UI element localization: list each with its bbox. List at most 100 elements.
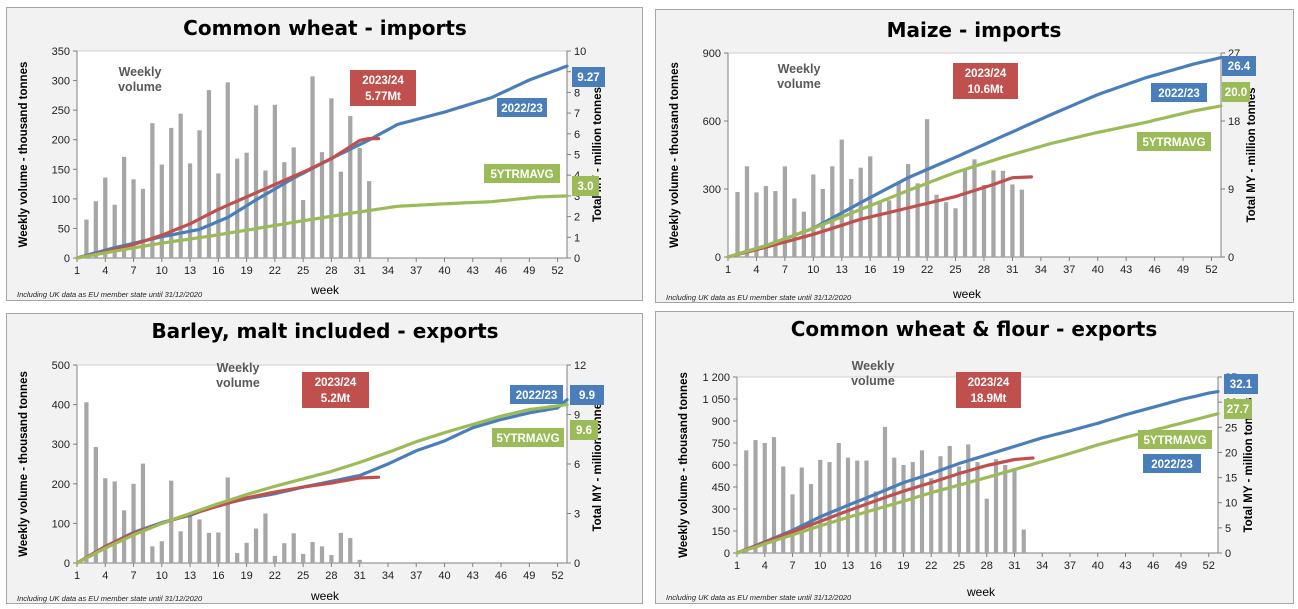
weekly-volume-bar [216, 173, 221, 258]
y-left-tick-label: 900 [712, 416, 730, 428]
weekly-volume-bar [225, 82, 230, 259]
weekly-volume-bar [291, 533, 296, 563]
weekly-volume-label: volume [851, 374, 895, 388]
weekly-volume-bar [244, 542, 249, 563]
x-tick-label: 16 [212, 570, 224, 582]
y-axis-label-left: Weekly volume - thousand tonnes [678, 372, 690, 558]
weekly-volume-bar [744, 166, 750, 257]
weekly-volume-bar [799, 467, 804, 553]
x-tick-label: 52 [551, 570, 563, 582]
weekly-volume-bar [348, 538, 353, 563]
series-label-box-s2022 [510, 385, 563, 404]
y-axis-label-left: Weekly volume - thousand tonnes [669, 62, 681, 248]
chart-title: Barley, malt included - exports [151, 319, 498, 343]
x-tick-label: 37 [410, 570, 422, 582]
weekly-volume-bar [197, 519, 202, 563]
y-right-tick-label: 1 [574, 232, 580, 244]
weekly-volume-bar [319, 546, 325, 563]
weekly-volume-bar [754, 192, 759, 257]
weekly-volume-bar [235, 553, 240, 563]
y-left-tick-label: 150 [712, 526, 730, 538]
y-left-tick-label: 600 [712, 460, 730, 472]
weekly-volume-bar [131, 483, 136, 563]
current-year-label: 2023/24 [965, 68, 1007, 80]
y-right-tick-label: 0 [574, 253, 580, 265]
x-tick-label: 7 [782, 264, 788, 276]
weekly-volume-bar [291, 147, 296, 258]
weekly-volume-bar [938, 456, 943, 553]
y-left-tick-label: 150 [52, 164, 70, 176]
y-left-tick-label: 500 [52, 360, 70, 372]
current-year-label-box [302, 372, 369, 408]
weekly-volume-bar [150, 546, 155, 563]
weekly-volume-bar [762, 443, 767, 553]
x-tick-label: 28 [981, 560, 993, 572]
x-axis-label: week [310, 283, 340, 297]
y-left-tick-label: 100 [52, 194, 70, 206]
y-right-tick-label: 25 [1225, 422, 1237, 434]
y-right-tick-label: 8 [574, 87, 580, 99]
weekly-volume-bar [836, 443, 841, 553]
weekly-volume-bar [975, 462, 980, 553]
x-tick-label: 13 [184, 265, 196, 277]
weekly-volume-bar [159, 164, 164, 258]
chart-common-wheat-flour-exports: Common wheat & flour - exports0150300450… [666, 317, 1258, 602]
y-left-tick-label: 0 [64, 558, 70, 570]
weekly-volume-label: Weekly [778, 62, 821, 76]
x-tick-label: 19 [240, 570, 252, 582]
x-tick-label: 37 [1063, 264, 1075, 276]
weekly-volume-bar [187, 514, 193, 563]
weekly-volume-bar [1019, 189, 1025, 257]
weekly-volume-bar [924, 119, 930, 257]
x-tick-label: 34 [1036, 560, 1048, 572]
x-tick-label: 43 [467, 570, 479, 582]
y-left-tick-label: 300 [703, 184, 721, 196]
weekly-volume-bar [253, 105, 259, 258]
end-value-s2022: 32.1 [1230, 379, 1253, 391]
series-label-box-s2022 [497, 98, 547, 117]
x-axis-label: week [966, 585, 996, 599]
x-tick-label: 16 [212, 265, 224, 277]
x-tick-label: 46 [495, 570, 507, 582]
x-tick-label: 52 [1203, 560, 1215, 572]
weekly-volume-bar [915, 183, 920, 257]
weekly-volume-bar [773, 191, 778, 257]
end-value-s2022: 26.4 [1228, 61, 1251, 73]
weekly-volume-bar [301, 200, 306, 258]
y-axis-label-right: Total MY - million tonnes [1243, 397, 1255, 532]
x-tick-label: 28 [325, 265, 337, 277]
weekly-volume-bar [858, 167, 863, 257]
weekly-volume-bar [93, 201, 98, 258]
weekly-volume-bar [112, 481, 117, 563]
series-label-box-s5y [484, 164, 560, 183]
x-tick-label: 34 [1035, 264, 1047, 276]
weekly-volume-bar [357, 559, 362, 563]
x-tick-label: 10 [156, 570, 168, 582]
weekly-volume-bar [329, 98, 334, 258]
x-tick-label: 40 [1092, 560, 1104, 572]
weekly-volume-bar [901, 465, 906, 553]
weekly-volume-bar [103, 478, 108, 563]
chart-panel-common-wheat-flour-exports: Common wheat & flour - exports 0 150 300 450… [655, 311, 1294, 604]
weekly-volume-bar [197, 130, 202, 258]
current-year-label: 2023/24 [315, 377, 357, 389]
chart-title: Maize - imports [887, 18, 1062, 42]
x-tick-label: 1 [74, 570, 80, 582]
series-label-box-s2022 [1143, 454, 1201, 473]
x-tick-label: 1 [734, 560, 740, 572]
current-year-label-box [350, 70, 416, 106]
weekly-volume-bar [753, 440, 758, 553]
weekly-volume-bar [338, 532, 343, 563]
series-line-s2022 [735, 389, 1220, 555]
x-tick-label: 22 [269, 265, 281, 277]
x-tick-label: 46 [1147, 560, 1159, 572]
weekly-volume-bar [744, 450, 749, 553]
x-tick-label: 22 [921, 264, 933, 276]
series-line-s2023 [726, 175, 1033, 259]
weekly-volume-bar [763, 186, 769, 257]
x-tick-label: 4 [102, 570, 108, 582]
y-right-tick-label: 0 [574, 558, 580, 570]
weekly-volume-bar [178, 113, 183, 258]
y-right-tick-label: 9 [574, 410, 580, 422]
chart-common-wheat-imports: Common wheat - imports050100150200250300… [17, 16, 605, 299]
